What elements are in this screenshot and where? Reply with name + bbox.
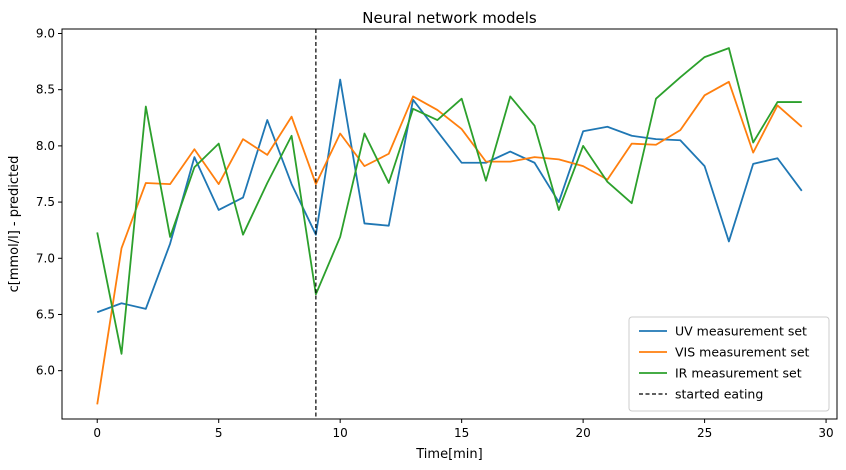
- x-tick-label: 25: [697, 426, 712, 440]
- x-tick-label: 0: [93, 426, 101, 440]
- series-line-2: [96, 80, 803, 405]
- legend: UV measurement set VIS measurement set IR …: [628, 316, 830, 412]
- y-tick-label: 7.5: [36, 195, 55, 209]
- legend-label-3: IR measurement set: [675, 366, 802, 381]
- y-tick-label: 9.0: [36, 26, 55, 40]
- y-tick-label: 6.0: [36, 364, 55, 378]
- y-axis-label: c[mmol/l] - predicted: [7, 156, 22, 293]
- x-axis-ticks: 0 5 10 15 20 25 30: [93, 419, 834, 440]
- axes-frame: [61, 28, 838, 420]
- x-tick-label: 5: [215, 426, 223, 440]
- x-tick-label: 15: [454, 426, 469, 440]
- y-tick-label: 8.5: [36, 83, 55, 97]
- x-tick-label: 20: [575, 426, 590, 440]
- y-axis-ticks: 6.0 6.5 7.0 7.5 8.0 8.5 9.0: [36, 26, 62, 378]
- y-tick-label: 7.0: [36, 251, 55, 265]
- legend-label-1: UV measurement set: [675, 324, 807, 339]
- legend-label-2: VIS measurement set: [675, 345, 810, 360]
- series-layer: [96, 47, 803, 405]
- x-tick-label: 30: [818, 426, 833, 440]
- x-tick-label: 10: [333, 426, 348, 440]
- x-axis-label: Time[min]: [415, 447, 482, 462]
- plot-area: [61, 28, 838, 420]
- series-line-1: [96, 78, 803, 314]
- legend-label-4: started eating: [675, 387, 763, 402]
- legend-box: [628, 316, 830, 412]
- y-tick-label: 6.5: [36, 307, 55, 321]
- series-line-3: [96, 47, 802, 355]
- y-tick-label: 8.0: [36, 139, 55, 153]
- chart-title: Neural network models: [362, 9, 537, 27]
